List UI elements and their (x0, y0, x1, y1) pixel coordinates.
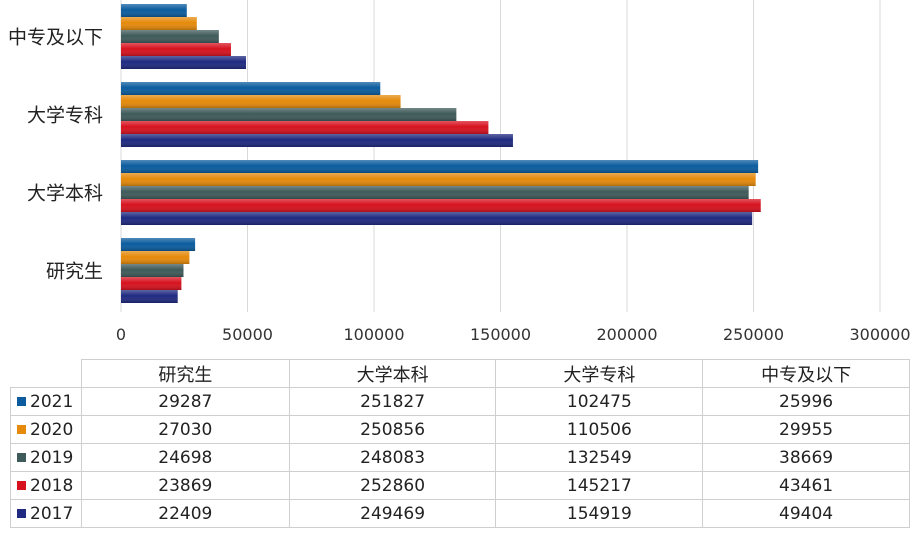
bar-shading (121, 186, 749, 199)
table-cell: 38669 (702, 443, 910, 472)
table-cell: 248083 (288, 443, 497, 472)
bar-shading (121, 264, 184, 277)
legend-swatch (17, 508, 26, 518)
legend-entry: 2019 (10, 443, 82, 472)
legend-entry: 2021 (10, 387, 82, 416)
table-cell: 132549 (495, 443, 704, 472)
column-header: 大学专科 (495, 359, 704, 388)
legend-entry: 2020 (10, 415, 82, 444)
legend-swatch (17, 424, 26, 434)
category-label: 研究生 (46, 261, 103, 283)
legend-label: 2017 (30, 503, 74, 524)
table-cell: 24698 (80, 443, 290, 472)
category-label: 大学本科 (27, 183, 103, 205)
bar-shading (121, 56, 246, 69)
bar-shading (121, 199, 761, 212)
table-cell: 49404 (702, 499, 910, 528)
bar-shading (121, 251, 190, 264)
bar-shading (121, 82, 381, 95)
column-header: 研究生 (80, 359, 290, 388)
bar-shading (121, 43, 231, 56)
table-cell: 145217 (495, 471, 704, 500)
bar-shading (121, 134, 513, 147)
x-tick-label: 150000 (470, 325, 531, 344)
table-corner (10, 359, 82, 388)
x-tick-label: 200000 (596, 325, 657, 344)
table-cell: 23869 (80, 471, 290, 500)
legend-swatch (17, 396, 26, 406)
bar-shading (121, 238, 196, 251)
table-row: 2019 24698 248083 132549 38669 (10, 443, 910, 472)
x-tick-label: 50000 (222, 325, 273, 344)
table-cell: 249469 (288, 499, 497, 528)
table-cell: 29955 (702, 415, 910, 444)
bar-chart: 0 50000 100000 150000 200000 250000 300000 中专及以… (8, 0, 910, 344)
bar-shading (121, 95, 401, 108)
column-header: 中专及以下 (702, 359, 910, 388)
table-row: 2020 27030 250856 110506 29955 (10, 415, 910, 444)
table-cell: 25996 (702, 387, 910, 416)
table-cell: 22409 (80, 499, 290, 528)
table-cell: 102475 (495, 387, 704, 416)
table-cell: 110506 (495, 415, 704, 444)
x-tick-label: 100000 (343, 325, 404, 344)
x-tick-label: 300000 (849, 325, 910, 344)
column-header: 大学本科 (288, 359, 497, 388)
bar-shading (121, 212, 753, 225)
category-label: 大学专科 (27, 105, 103, 127)
table-row: 2021 29287 251827 102475 25996 (10, 387, 910, 416)
table-cell: 27030 (80, 415, 290, 444)
table-cell: 29287 (80, 387, 290, 416)
category-label: 中专及以下 (8, 27, 103, 49)
bar-shading (121, 30, 219, 43)
table-cell: 250856 (288, 415, 497, 444)
table-row: 2018 23869 252860 145217 43461 (10, 471, 910, 500)
bar-shading (121, 290, 178, 303)
table-header-row: 研究生 大学本科 大学专科 中专及以下 (10, 359, 910, 388)
legend-label: 2019 (30, 447, 74, 468)
table-cell: 154919 (495, 499, 704, 528)
legend-entry: 2018 (10, 471, 82, 500)
legend-swatch (17, 480, 26, 490)
bar-shading (121, 4, 187, 17)
table-cell: 43461 (702, 471, 910, 500)
legend-label: 2020 (30, 419, 74, 440)
legend-swatch (17, 452, 26, 462)
table-row: 2017 22409 249469 154919 49404 (10, 499, 910, 528)
x-tick-label: 250000 (723, 325, 784, 344)
bar-shading (121, 173, 756, 186)
legend-label: 2021 (30, 391, 74, 412)
bar-shading (121, 108, 457, 121)
bar-shading (121, 17, 197, 30)
bar-shading (121, 277, 182, 290)
legend-label: 2018 (30, 475, 74, 496)
x-tick-label: 0 (116, 325, 126, 344)
table-cell: 252860 (288, 471, 497, 500)
data-table: 研究生 大学本科 大学专科 中专及以下 2021 29287 251827 10247… (10, 359, 910, 528)
bar-shading (121, 121, 489, 134)
legend-entry: 2017 (10, 499, 82, 528)
bar-shading (121, 160, 759, 173)
table-cell: 251827 (288, 387, 497, 416)
